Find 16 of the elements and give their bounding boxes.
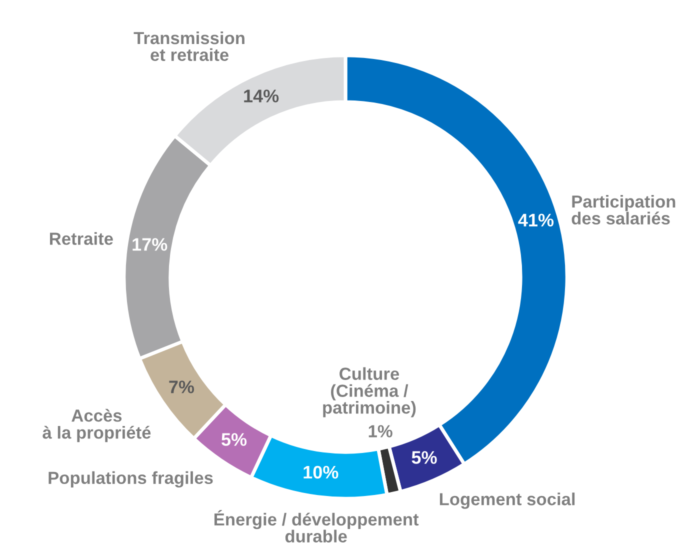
data-label: 5% [412, 451, 437, 464]
data-label: 10% [304, 466, 338, 479]
slice-label: Accès à la propriété [42, 408, 151, 442]
slice-label: Retraite [50, 232, 113, 245]
data-label: 17% [132, 238, 168, 251]
data-label: 5% [222, 433, 247, 446]
slice-label: Culture (Cinéma / patrimoine) [323, 367, 416, 418]
slice-label: Populations fragiles [48, 471, 213, 488]
data-label: 14% [244, 90, 279, 102]
slice-label: Participation des salariés [572, 194, 676, 225]
slice-label: Transmission et retraite [134, 31, 244, 62]
slice-label: Énergie / développement durable [214, 510, 419, 542]
data-label: 41% [518, 214, 554, 226]
slice-label: Logement social [440, 492, 575, 509]
data-label: 7% [169, 380, 194, 394]
data-label: 1% [368, 425, 392, 438]
